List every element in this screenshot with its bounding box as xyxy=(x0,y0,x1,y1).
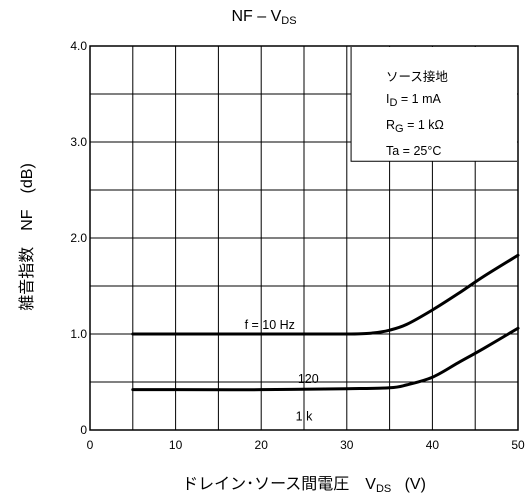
series-label-1khz: 1 k xyxy=(296,409,313,423)
x-tick-label: 20 xyxy=(255,438,269,452)
series-line-10hz xyxy=(131,253,520,336)
y-axis-label: 雑音指数 NF (dB) xyxy=(19,163,36,311)
annotation-circuit: ソース接地 xyxy=(386,70,448,84)
x-tick-label: 10 xyxy=(169,438,183,452)
x-tick-label: 0 xyxy=(87,438,94,452)
series-label-10hz: f = 10 Hz xyxy=(245,318,295,332)
plot-frame xyxy=(89,45,519,431)
chart-title: NF – VDS xyxy=(231,8,297,27)
legend-box-bg xyxy=(351,47,517,162)
x-tick-label: 30 xyxy=(340,438,354,452)
series-group xyxy=(131,253,520,392)
y-tick-label: 3.0 xyxy=(70,135,87,149)
legend-box xyxy=(350,47,517,162)
y-tick-label: 4.0 xyxy=(70,39,87,53)
annotation-ta: Ta = 25°C xyxy=(386,144,442,158)
annotation-rg: RG = 1 kΩ xyxy=(386,118,444,135)
x-tick-label: 40 xyxy=(426,438,440,452)
tick-labels: 0 10 20 30 40 50 0 1.0 2.0 3.0 4.0 xyxy=(70,39,525,452)
series-line-120hz xyxy=(131,326,520,392)
y-tick-label: 1.0 xyxy=(70,327,87,341)
y-tick-label: 0 xyxy=(80,423,87,437)
series-labels: f = 10 Hz 120 1 k xyxy=(245,318,319,423)
annotation-id: ID = 1 mA xyxy=(386,92,441,109)
x-axis-label: ドレイン･ソース間電圧 VDS (V) xyxy=(182,476,426,495)
legend-box-border xyxy=(350,47,517,162)
x-tick-label: 50 xyxy=(511,438,525,452)
y-tick-label: 2.0 xyxy=(70,231,87,245)
series-label-120hz: 120 xyxy=(298,372,319,386)
